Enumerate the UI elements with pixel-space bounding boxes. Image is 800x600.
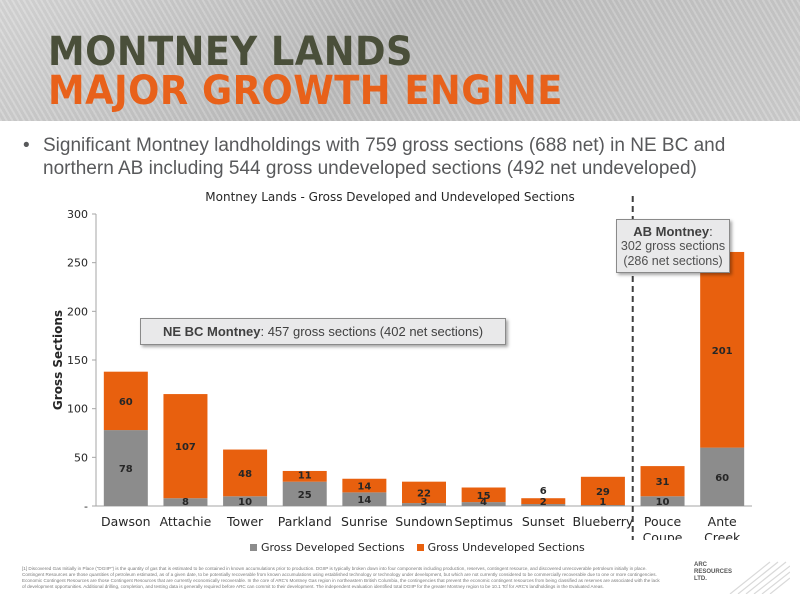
y-tick-label: 100	[67, 403, 88, 416]
x-tick-label: Blueberry	[573, 514, 634, 529]
y-tick-label: 150	[67, 354, 88, 367]
legend-label-developed: Gross Developed Sections	[261, 540, 405, 554]
bar-undeveloped	[461, 487, 506, 503]
bullet-dot: •	[23, 135, 30, 156]
data-label-undeveloped: 201	[712, 346, 733, 357]
bar-developed	[700, 447, 745, 506]
data-label-developed: 1	[599, 497, 606, 508]
data-label-developed: 2	[540, 497, 547, 508]
ab-title: AB Montney	[633, 224, 710, 239]
y-tick-label: -	[84, 500, 88, 513]
data-label-undeveloped: 29	[596, 487, 610, 498]
x-tick-label: Dawson	[101, 514, 151, 529]
legend-item-undeveloped: Gross Undeveloped Sections	[416, 540, 585, 554]
x-tick-label: Coupe	[643, 530, 683, 540]
nebc-text: : 457 gross sections (402 net sections)	[260, 324, 484, 339]
bar-developed	[521, 504, 566, 506]
y-tick-label: 300	[67, 208, 88, 221]
x-tick-label: Sundown	[395, 514, 453, 529]
ab-colon: :	[709, 224, 713, 239]
bar-developed	[163, 498, 208, 506]
data-label-developed: 4	[480, 497, 487, 508]
bar-undeveloped	[402, 481, 446, 504]
bar-undeveloped	[580, 476, 625, 506]
x-tick-label: Creek	[704, 530, 741, 540]
data-label-developed: 78	[119, 464, 133, 475]
data-label-developed: 60	[715, 473, 729, 484]
page-title-line2: MAJOR GROWTH ENGINE	[48, 68, 563, 114]
footnote: [1] Discovered Gas Initially in Place ("…	[22, 566, 660, 589]
bar-undeveloped	[103, 371, 148, 431]
summary-bullet: • Significant Montney landholdings with …	[23, 134, 783, 180]
bar-developed	[103, 430, 148, 506]
chart-title: Montney Lands - Gross Developed and Unde…	[205, 190, 574, 204]
data-label-developed: 8	[182, 497, 189, 508]
bar-undeveloped	[282, 470, 327, 482]
data-label-developed: 25	[298, 490, 312, 501]
data-label-developed: 10	[656, 497, 670, 508]
y-tick-label: 250	[67, 257, 88, 270]
legend-swatch-developed	[250, 543, 257, 551]
x-tick-label: Tower	[226, 514, 264, 529]
bar-undeveloped	[163, 394, 208, 499]
logo-text: ARC RESOURCES LTD.	[694, 562, 733, 582]
header-texture	[0, 0, 800, 121]
x-tick-label: Attachie	[160, 514, 212, 529]
x-tick-label: Sunset	[522, 514, 565, 529]
ab-line2: (286 net sections)	[623, 254, 723, 268]
data-label-undeveloped: 48	[238, 469, 252, 480]
bar-undeveloped	[640, 466, 685, 497]
legend-swatch-undeveloped	[416, 543, 424, 551]
legend-label-undeveloped: Gross Undeveloped Sections	[427, 540, 585, 554]
data-label-undeveloped: 11	[298, 471, 312, 482]
header-banner: MONTNEY LANDS MAJOR GROWTH ENGINE	[0, 0, 800, 121]
chart-legend: Gross Developed Sections Gross Undevelop…	[250, 538, 585, 556]
bar-undeveloped	[223, 449, 268, 497]
data-label-undeveloped: 107	[175, 442, 196, 453]
ab-line1: 302 gross sections	[620, 239, 726, 253]
bar-developed	[640, 496, 685, 506]
data-label-undeveloped: 31	[656, 477, 670, 488]
y-tick-label: 200	[67, 305, 88, 318]
bar-developed	[282, 481, 327, 506]
data-label-undeveloped: 60	[119, 397, 133, 408]
y-axis-title: Gross Sections	[51, 310, 65, 410]
company-logo: ARC RESOURCES LTD.	[690, 558, 791, 595]
bar-developed	[223, 496, 268, 506]
data-label-undeveloped: 22	[417, 488, 431, 499]
bar-developed	[402, 503, 446, 506]
x-tick-label: Septimus	[454, 514, 513, 529]
ab-montney-box: AB Montney: 302 gross sections (286 net …	[616, 219, 730, 273]
data-label-developed: 14	[357, 495, 371, 506]
data-label-undeveloped: 15	[477, 491, 491, 502]
stacked-bar-chart: Montney Lands - Gross Developed and Unde…	[51, 190, 752, 540]
data-label-developed: 10	[238, 497, 252, 508]
data-label-undeveloped: 6	[540, 486, 547, 497]
bar-undeveloped	[700, 251, 745, 448]
x-tick-label: Parkland	[278, 514, 332, 529]
bar-undeveloped	[521, 498, 566, 505]
bar-developed	[342, 492, 387, 506]
data-label-developed: 3	[421, 497, 428, 508]
legend-item-developed: Gross Developed Sections	[250, 541, 405, 554]
nebc-montney-box: NE BC Montney: 457 gross sections (402 n…	[140, 318, 506, 345]
page-title-line1: MONTNEY LANDS	[48, 29, 413, 75]
data-label-undeveloped: 14	[357, 482, 371, 493]
logo-graphic	[729, 561, 791, 595]
x-tick-label: Pouce	[644, 514, 682, 529]
y-tick-label: 50	[74, 451, 88, 464]
nebc-label: NE BC Montney	[162, 324, 261, 339]
bar-developed	[580, 505, 625, 506]
bullet-text: Significant Montney landholdings with 75…	[43, 135, 726, 179]
bar-developed	[461, 502, 506, 506]
x-tick-label: Sunrise	[341, 514, 388, 529]
x-tick-label: Ante	[708, 514, 737, 529]
bar-undeveloped	[342, 478, 387, 493]
